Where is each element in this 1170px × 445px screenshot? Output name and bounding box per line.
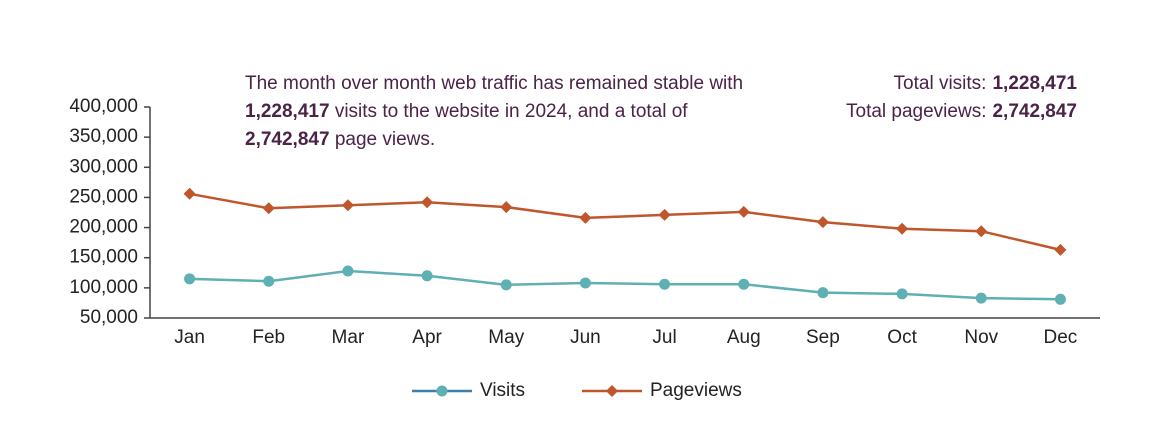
y-tick-label: 300,000 [69, 156, 138, 177]
marker [579, 211, 592, 224]
legend-label: Pageviews [650, 380, 742, 401]
annotation-text: The month over month web traffic has rem… [245, 73, 744, 94]
marker [500, 279, 512, 291]
x-tick-label: May [488, 327, 524, 348]
annotation-text: visits to the website in 2024, and a tot… [334, 101, 688, 122]
marker [421, 270, 433, 282]
marker [500, 201, 513, 214]
total-label: Total pageviews: [846, 101, 987, 122]
marker [975, 292, 987, 304]
marker [1054, 243, 1067, 256]
x-tick-label: Apr [412, 327, 442, 348]
annotation-figure: 2,742,847 [245, 129, 330, 150]
marker [659, 278, 671, 290]
annotation: The month over month web traffic has rem… [245, 70, 745, 154]
legend-label: Visits [480, 380, 525, 401]
y-tick-label: 350,000 [69, 126, 138, 147]
x-tick-label: Oct [887, 327, 917, 348]
marker [436, 385, 448, 397]
total-value: 1,228,471 [992, 73, 1077, 94]
marker [817, 287, 829, 299]
series-line [189, 269, 1061, 301]
marker [658, 208, 671, 221]
x-tick-label: Dec [1044, 327, 1078, 348]
y-tick-label: 250,000 [69, 186, 138, 207]
marker [263, 275, 275, 287]
y-tick-label: 100,000 [69, 277, 138, 298]
annotation-text: page views. [334, 129, 436, 150]
marker [606, 385, 618, 397]
x-tick-label: Jan [174, 327, 205, 348]
totals: Total visits: 1,228,471 Total pageviews: 2,… [846, 70, 1077, 126]
series-line [189, 192, 1061, 252]
marker [579, 277, 591, 289]
marker [975, 225, 988, 238]
marker [184, 273, 196, 285]
y-tick-label: 50,000 [80, 307, 138, 328]
marker [1054, 293, 1066, 305]
total-row: Total pageviews: 2,742,847 [846, 98, 1077, 126]
marker [737, 205, 750, 218]
y-tick-label: 200,000 [69, 217, 138, 238]
marker [341, 199, 354, 212]
y-tick-label: 150,000 [69, 247, 138, 268]
marker [342, 265, 354, 277]
x-tick-label: Nov [964, 327, 998, 348]
x-tick-label: Aug [727, 327, 761, 348]
total-value: 2,742,847 [992, 101, 1077, 122]
marker [421, 196, 434, 209]
marker [262, 202, 275, 215]
x-tick-label: Jul [652, 327, 676, 348]
x-tick-label: Feb [252, 327, 285, 348]
marker [816, 216, 829, 229]
marker [738, 278, 750, 290]
total-row: Total visits: 1,228,471 [846, 70, 1077, 98]
marker [896, 288, 908, 300]
x-tick-label: Sep [806, 327, 840, 348]
marker [183, 187, 196, 200]
marker [896, 222, 909, 235]
x-tick-label: Mar [332, 327, 365, 348]
total-label: Total visits: [893, 73, 987, 94]
annotation-figure: 1,228,417 [245, 101, 330, 122]
x-tick-label: Jun [570, 327, 601, 348]
y-tick-label: 400,000 [69, 96, 138, 117]
